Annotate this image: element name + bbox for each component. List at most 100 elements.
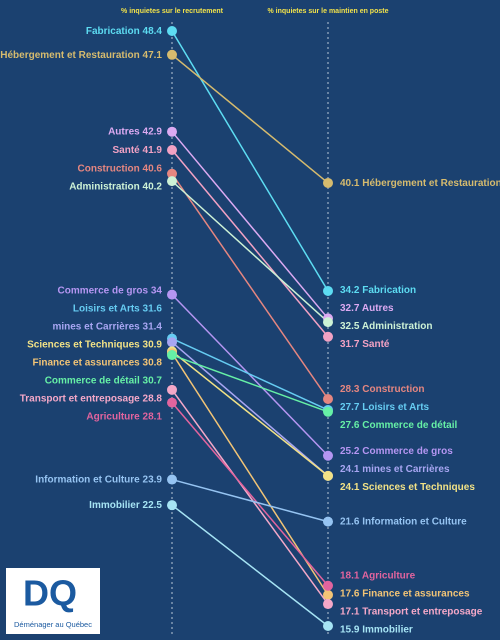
value-label: 30.8 — [143, 357, 163, 368]
left-label: Construction 40.6 — [78, 163, 163, 174]
right-label: 32.7 Autres — [340, 303, 394, 314]
left-label: Hébergement et Restauration 47.1 — [0, 49, 162, 60]
right-label: 27.7 Loisirs et Arts — [340, 402, 430, 413]
dot — [167, 176, 177, 187]
right-label: 40.1 Hébergement et Restauration — [340, 178, 500, 189]
value-label: 17.6 — [340, 588, 360, 599]
right-label: 17.6 Finance et assurances — [340, 588, 470, 599]
series-name: Fabrication — [362, 285, 416, 296]
right-header: % inquietes sur le maintien en poste — [268, 8, 389, 15]
series-name: Loisirs et Arts — [362, 402, 429, 413]
value-label: 17.1 — [340, 606, 360, 617]
dot — [323, 285, 333, 296]
series-name: Hébergement et Restauration — [362, 178, 500, 189]
value-label: 24.1 — [340, 482, 360, 493]
value-label: 28.3 — [340, 384, 360, 395]
value-label: 25.2 — [340, 446, 360, 457]
series-name: Autres — [108, 126, 140, 137]
series-name: Finance et assurances — [362, 588, 470, 599]
value-label: 30.7 — [143, 375, 163, 386]
dot — [167, 337, 177, 348]
series-name: Finance et assurances — [32, 357, 140, 368]
dot — [323, 589, 333, 600]
series-name: Administration — [362, 321, 433, 332]
value-label: 21.6 — [340, 516, 360, 527]
slope-line — [171, 389, 329, 605]
slope-line — [171, 149, 329, 338]
series-name: Agriculture — [362, 570, 416, 581]
right-label: 24.1 mines et Carrières — [340, 464, 450, 475]
dot — [323, 317, 333, 328]
right-label: 28.3 Construction — [340, 384, 424, 395]
dot — [167, 474, 177, 485]
dot — [323, 450, 333, 461]
value-label: 31.4 — [143, 321, 163, 332]
dot — [167, 289, 177, 300]
left-label: Autres 42.9 — [108, 126, 162, 137]
dot — [323, 621, 333, 631]
dot — [323, 331, 333, 342]
series-name: Santé — [362, 339, 390, 350]
logo: DQ Déménager au Québec — [6, 568, 100, 634]
left-label: Commerce de détail 30.7 — [45, 375, 163, 386]
value-label: 48.4 — [143, 26, 163, 37]
value-label: 41.9 — [143, 145, 163, 156]
slope-line — [171, 294, 329, 457]
dot — [323, 470, 333, 481]
series-name: mines et Carrières — [52, 321, 140, 332]
value-label: 24.1 — [340, 464, 360, 475]
dot — [323, 393, 333, 404]
dot — [323, 580, 333, 591]
value-label: 31.6 — [143, 303, 163, 314]
value-label: 18.1 — [340, 570, 360, 581]
slope-line — [171, 478, 329, 523]
right-label: 24.1 Sciences et Techniques — [340, 482, 475, 493]
logo-letters: DQ — [23, 573, 77, 614]
slope-line — [171, 504, 329, 627]
slope-line — [171, 173, 329, 400]
slope-line — [171, 402, 329, 587]
series-name: Hébergement et Restauration — [0, 49, 139, 60]
series-name: Information et Culture — [35, 474, 140, 485]
dot — [323, 599, 333, 610]
series-name: Santé — [113, 145, 141, 156]
slope-line — [171, 54, 329, 184]
left-label: Santé 41.9 — [113, 145, 163, 156]
left-label: Immobilier 22.5 — [89, 500, 162, 511]
right-label: 21.6 Information et Culture — [340, 516, 467, 527]
value-label: 47.1 — [143, 49, 163, 60]
dot — [167, 26, 177, 36]
value-label: 28.8 — [143, 393, 163, 404]
series-name: Transport et entreposage — [362, 606, 482, 617]
series-name: Commerce de gros — [58, 285, 149, 296]
left-header: % inquietes sur le recrutement — [121, 8, 224, 15]
series-name: Agriculture — [86, 411, 140, 422]
logo-box — [6, 568, 100, 634]
value-label: 42.9 — [143, 126, 163, 137]
series-name: Commerce de gros — [362, 446, 453, 457]
series-name: Autres — [362, 303, 394, 314]
left-label: Loisirs et Arts 31.6 — [73, 303, 163, 314]
logo-name: Déménager au Québec — [14, 620, 92, 629]
left-label: Sciences et Techniques 30.9 — [27, 339, 162, 350]
dot — [167, 384, 177, 395]
dot — [167, 350, 177, 361]
right-label: 15.9 Immobilier — [340, 624, 413, 635]
left-label: Transport et entreposage 28.8 — [20, 393, 163, 404]
value-label: 32.7 — [340, 303, 360, 314]
value-label: 28.1 — [143, 411, 163, 422]
series-name: Information et Culture — [362, 516, 467, 527]
left-label: Agriculture 28.1 — [86, 411, 162, 422]
value-label: 40.1 — [340, 178, 360, 189]
right-label: 17.1 Transport et entreposage — [340, 606, 483, 617]
series-name: mines et Carrières — [362, 464, 450, 475]
dot — [167, 500, 177, 511]
series-name: Immobilier — [89, 500, 140, 511]
marks: Fabrication 48.4 Hébergement et Restaurat… — [0, 26, 500, 636]
dot — [323, 406, 333, 417]
right-label: 32.5 Administration — [340, 321, 432, 332]
right-label: 34.2 Fabrication — [340, 285, 416, 296]
slope-line — [171, 354, 329, 413]
dot — [167, 126, 177, 137]
